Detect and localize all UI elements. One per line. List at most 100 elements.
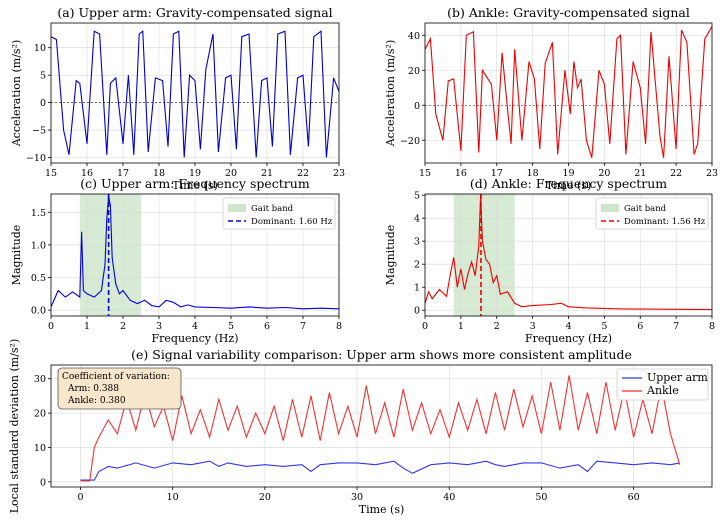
- y-tick-label: 3: [414, 237, 420, 248]
- x-tick-label: 18: [153, 168, 165, 179]
- x-tick-label: 21: [261, 168, 273, 179]
- x-tick-label: 6: [264, 321, 270, 332]
- series-line-b: [425, 26, 712, 158]
- y-axis-label: Magnitude: [384, 225, 397, 286]
- x-tick-label: 10: [167, 492, 179, 503]
- x-tick-label: 4: [192, 321, 198, 332]
- x-tick-label: 2: [120, 321, 126, 332]
- x-tick-label: 15: [45, 168, 57, 179]
- cv-annotation-box: [57, 367, 182, 410]
- legend-box: [616, 368, 709, 401]
- legend-label-band: Gait band: [251, 204, 294, 214]
- panel-b: 15 16 17 18 19 20 21 22 23 −20 0 20 40 (b) Ankle: Gra…: [384, 5, 718, 192]
- x-tick-label: 3: [530, 321, 536, 332]
- x-tick-label: 19: [189, 168, 201, 179]
- x-tick-label: 20: [598, 168, 610, 179]
- x-tick-label: 15: [419, 168, 431, 179]
- panel-e: 0 10 20 30 40 50 60 0 10 20 30 (e) Signal variabili…: [8, 339, 713, 516]
- y-tick-label: 0: [40, 98, 46, 109]
- x-tick-label: 4: [565, 321, 571, 332]
- y-axis-label: Local standard deviation (m/s²): [8, 339, 21, 514]
- x-tick-label: 21: [634, 168, 646, 179]
- x-tick-label: 50: [535, 492, 547, 503]
- axes-frame: [50, 364, 713, 488]
- y-axis-label: Acceleration (m/s²): [10, 40, 23, 148]
- y-tick-label: 0: [414, 101, 420, 112]
- y-tick-label: 0: [414, 306, 420, 317]
- x-axis-label: Time (s): [546, 179, 592, 192]
- legend-swatch-band: [601, 204, 619, 212]
- panel-title: (e) Signal variability comparison: Upper…: [131, 347, 632, 362]
- x-tick-label: 7: [673, 321, 679, 332]
- gait-band: [453, 194, 515, 316]
- legend-label-upper-arm: Upper arm: [647, 371, 708, 384]
- legend-box: [222, 197, 336, 230]
- legend-swatch-band: [228, 204, 246, 212]
- panel-title: (d) Ankle: Frequency spectrum: [470, 176, 667, 191]
- x-tick-label: 1: [458, 321, 464, 332]
- legend-label-band: Gait band: [624, 204, 667, 214]
- y-tick-label: 1.0: [31, 240, 46, 251]
- y-tick-label: 4: [414, 214, 420, 225]
- legend-label-dominant: Dominant: 1.56 Hz: [624, 217, 706, 227]
- panel-title: (c) Upper arm: Frequency spectrum: [80, 176, 310, 191]
- series-line-upper-arm: [80, 460, 680, 481]
- x-tick-label: 16: [455, 168, 467, 179]
- x-tick-label: 22: [297, 168, 309, 179]
- series-line-c: [51, 195, 339, 310]
- y-tick-label: −5: [32, 126, 46, 137]
- series-line-a: [51, 30, 339, 158]
- x-tick-label: 19: [562, 168, 574, 179]
- x-tick-label: 17: [491, 168, 503, 179]
- y-tick-label: 20: [408, 66, 420, 77]
- legend-box: [595, 197, 709, 230]
- y-tick-label: 10: [34, 443, 46, 454]
- y-tick-label: 10: [34, 43, 46, 54]
- x-axis-label: Frequency (Hz): [525, 332, 612, 345]
- x-axis-label: Frequency (Hz): [152, 332, 239, 345]
- x-tick-label: 23: [706, 168, 718, 179]
- panel-title: (b) Ankle: Gravity-compensated signal: [447, 5, 690, 20]
- y-tick-label: 5: [40, 71, 46, 82]
- x-tick-label: 18: [527, 168, 539, 179]
- x-tick-label: 0: [48, 321, 54, 332]
- x-axis-label: Time (s): [172, 179, 218, 192]
- x-tick-label: 7: [300, 321, 306, 332]
- x-tick-label: 60: [628, 492, 640, 503]
- x-tick-label: 20: [225, 168, 237, 179]
- y-tick-label: −20: [400, 136, 420, 147]
- y-tick-label: 20: [34, 409, 46, 420]
- y-axis-label: Acceleration (m/s²): [384, 40, 397, 148]
- x-tick-label: 3: [156, 321, 162, 332]
- x-tick-label: 1: [84, 321, 90, 332]
- x-tick-label: 22: [670, 168, 682, 179]
- y-tick-label: 0.5: [31, 273, 46, 284]
- x-tick-label: 20: [259, 492, 271, 503]
- x-tick-label: 16: [81, 168, 93, 179]
- y-tick-label: 1: [414, 283, 420, 294]
- x-tick-label: 8: [709, 321, 715, 332]
- y-tick-label: 1.5: [31, 208, 46, 219]
- series-line-ankle: [80, 375, 681, 482]
- legend-label-dominant: Dominant: 1.60 Hz: [251, 217, 333, 227]
- panel-a: 15 16 17 18 19 20 21 22 23 −10 −5 0 5 10 (a) Upper arm…: [10, 5, 345, 192]
- y-tick-label: 2: [414, 260, 420, 271]
- panel-c: 0 1 2 3 4 5 6 7 8 0.0 0.5 1.0 1.5 (c) Upper arm: Freq…: [10, 176, 342, 345]
- x-tick-label: 6: [637, 321, 643, 332]
- cv-annotation-heading: Coefficient of variation:: [62, 372, 170, 382]
- y-tick-label: −10: [26, 153, 46, 164]
- x-tick-label: 0: [422, 321, 428, 332]
- x-tick-label: 23: [333, 168, 345, 179]
- x-tick-label: 5: [601, 321, 607, 332]
- panel-d: 0 1 2 3 4 5 6 7 8 0 1 2 3 4 5 (d) Ankle: Frequency spec…: [384, 176, 715, 345]
- x-tick-label: 8: [336, 321, 342, 332]
- y-tick-label: 30: [34, 374, 46, 385]
- x-tick-label: 2: [494, 321, 500, 332]
- y-tick-label: 0: [40, 477, 46, 488]
- y-tick-label: 5: [414, 191, 420, 202]
- panel-title: (a) Upper arm: Gravity-compensated signa…: [57, 5, 332, 20]
- legend-label-ankle: Ankle: [646, 384, 679, 397]
- x-tick-label: 0: [77, 492, 83, 503]
- x-tick-label: 30: [351, 492, 363, 503]
